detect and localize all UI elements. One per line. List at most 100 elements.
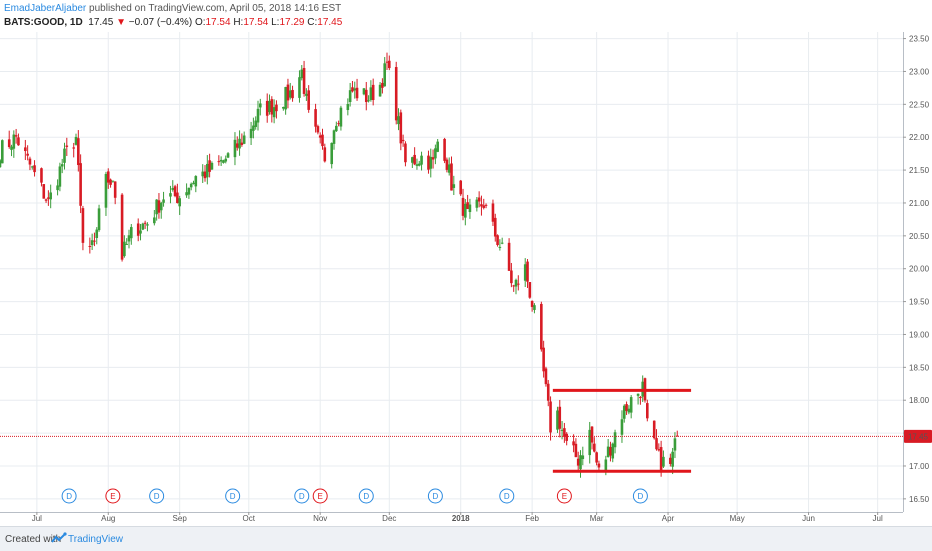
candle-body [224,158,228,162]
x-tick-label: Nov [313,514,327,523]
candle-body [192,182,195,184]
candle-body [480,204,483,207]
dividend-marker[interactable]: D [294,488,310,504]
dividend-marker[interactable]: D [149,488,165,504]
candle-body [636,393,640,396]
candle-body [514,279,518,287]
candle-body [530,300,534,307]
candle-body [496,235,499,246]
candle-body [176,192,179,203]
candle-body [203,171,207,179]
candle-body [201,171,205,177]
rectangle-annotation[interactable] [552,388,692,473]
candle-body [464,203,467,218]
candle-body [235,143,239,148]
candle-body [394,67,398,121]
event-marker-circle [105,488,121,504]
plot-background [0,0,932,526]
candle-body [208,160,211,172]
candle-body [268,100,271,113]
candle-body [595,452,598,463]
candle-body [404,143,407,163]
earnings-marker[interactable]: E [556,488,572,504]
dividend-marker[interactable]: D [225,488,241,504]
candle-body [367,100,370,102]
candle-body [95,229,99,238]
y-tick-label: 22.00 [909,133,930,142]
candle-body [288,90,292,98]
y-tick-label: 19.00 [909,330,930,339]
candle-body [26,153,29,156]
candle-body [542,347,545,372]
candle-body [646,403,649,419]
dividend-marker[interactable]: D [358,488,374,504]
event-marker-circle [294,488,310,504]
candle-body [371,84,375,101]
dividend-marker[interactable]: D [427,488,443,504]
candle-body [657,449,661,451]
candle-body [655,438,658,450]
candle-body [468,204,472,213]
created-with-text: Created with [5,534,62,545]
last-price-badge-bg [904,429,932,443]
candle-body [523,264,527,281]
candle-body [259,103,262,108]
candle-body [10,146,13,150]
candle-body [622,405,626,419]
candle-body [300,69,304,79]
candle-body [397,116,400,125]
symbol-label[interactable]: BATS:GOOD, 1D [4,17,83,28]
candle-body [353,88,357,91]
candle-body [7,139,11,147]
earnings-marker[interactable]: E [105,488,121,504]
candle-body [58,166,62,187]
candle-body [17,137,20,146]
candle-body [323,147,327,162]
x-tick-label: 2018 [452,514,470,523]
dividend-marker[interactable]: D [499,488,515,504]
tradingview-link[interactable]: TradingView [68,534,124,545]
earnings-marker[interactable]: E [312,488,328,504]
candle-body [187,187,191,195]
candle-body [671,451,674,467]
candle-body [178,198,181,207]
candle-body [189,183,193,188]
candle-body [88,245,92,247]
x-tick-label: Jun [802,514,815,523]
time-axis[interactable]: Jul Aug Sep Oct Nov Dec 2018 Feb Mar Apr May Jun Jul [0,512,903,523]
candle-body [90,240,94,246]
candle-body [81,208,85,243]
candle-body [256,108,260,123]
y-tick-label: 23.50 [909,35,930,44]
candle-body [104,173,108,208]
candle-body [500,242,504,244]
y-tick-label: 20.00 [909,265,930,274]
y-tick-label: 17.00 [909,462,930,471]
candle-body [411,157,414,163]
x-tick-label: Apr [662,514,675,523]
footer-bar: Created with TradingView [0,526,932,551]
dividend-marker[interactable]: D [61,488,77,504]
candle-body [339,107,343,127]
event-marker-label: D [363,492,369,501]
candle-body [447,164,451,173]
candle-body [413,154,416,165]
candle-body [40,168,43,183]
candle-body [233,139,237,158]
candle-body [240,142,244,145]
candle-body [348,90,352,102]
candle-body [378,84,382,97]
candle-body [613,432,617,448]
candle-body [452,184,456,188]
candle-body [565,433,568,441]
candlestick-series [0,52,679,478]
candle-body [556,410,559,430]
candle-body [609,447,612,456]
author-link[interactable]: EmadJaberAljaber [4,3,87,14]
event-marker-circle [358,488,374,504]
candle-body [498,246,502,248]
dividend-marker[interactable]: D [632,488,648,504]
candle-body [219,159,223,162]
candle-body [443,138,446,161]
